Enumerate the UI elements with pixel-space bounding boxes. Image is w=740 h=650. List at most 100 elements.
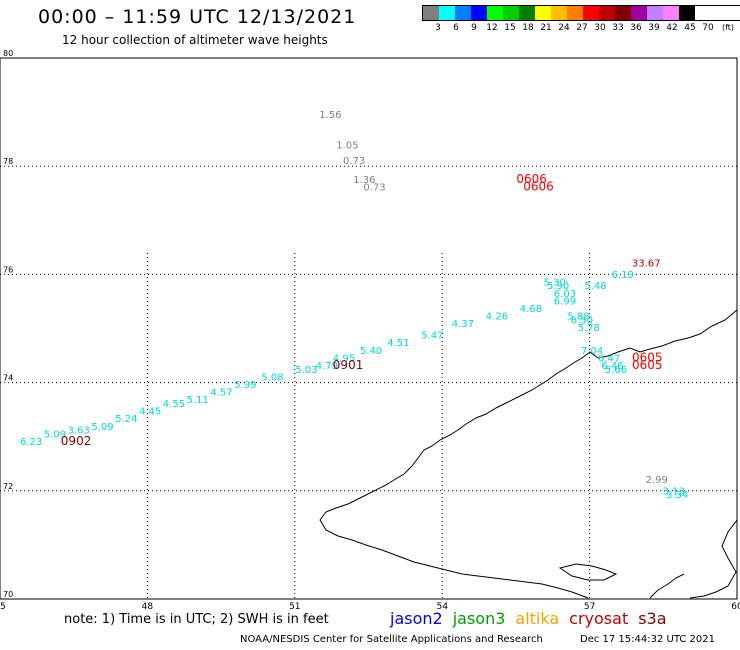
legend-swatch <box>471 6 487 20</box>
axis-tick-labels: 45 48 51 54 57 60 70 72 74 76 78 80 <box>0 49 740 612</box>
legend-label: 42 <box>666 23 678 33</box>
wave-height-label: 3.34 <box>666 490 688 501</box>
legend-label: 36 <box>630 23 642 33</box>
footer-note: note: 1) Time is in UTC; 2) SWH is in fe… <box>64 612 329 627</box>
map-frame <box>0 57 738 600</box>
legend-label: 45 <box>684 23 696 33</box>
legend-label: 33 <box>612 23 624 33</box>
legend-label: 3 <box>435 23 441 33</box>
legend-swatch <box>535 6 551 20</box>
legend-swatch <box>455 6 471 20</box>
legend-label: 6 <box>453 23 459 33</box>
legend-swatch <box>599 6 615 20</box>
wave-height-label: 4.57 <box>210 388 232 399</box>
wave-height-label: 6.19 <box>612 270 634 281</box>
y-tick-label: 74 <box>3 374 13 383</box>
legend-swatch <box>423 6 439 20</box>
page-title: 00:00 – 11:59 UTC 12/13/2021 <box>38 6 357 28</box>
credit-timestamp: Dec 17 15:44:32 UTC 2021 <box>580 634 715 645</box>
coastline-east-path <box>689 519 738 599</box>
wave-height-label: 6.03 <box>554 289 576 300</box>
page-subtitle: 12 hour collection of altimeter wave hei… <box>62 33 328 47</box>
wave-height-label: 6.46 <box>601 361 623 372</box>
satellite-label-altika: altika <box>515 609 560 628</box>
wave-height-label: 5.08 <box>261 372 283 383</box>
legend-swatch <box>663 6 679 20</box>
wave-height-label: 4.45 <box>139 407 161 418</box>
wave-height-label: 7.04 <box>581 346 603 357</box>
legend-label: 12 <box>486 23 498 33</box>
y-tick-label: 78 <box>3 157 13 166</box>
legend-label: 15 <box>504 23 516 33</box>
legend-label: 18 <box>522 23 534 33</box>
coastline-path <box>319 309 738 599</box>
wave-height-label: 4.79 <box>316 361 338 372</box>
legend-label: 27 <box>576 23 588 33</box>
wave-height-label: 5.47 <box>421 331 443 342</box>
wave-height-label: 5.09 <box>91 422 113 433</box>
wave-height-label: 5.24 <box>115 414 137 425</box>
legend-swatch <box>503 6 519 20</box>
wave-height-label: 1.56 <box>319 110 341 121</box>
legend-swatch <box>679 6 695 20</box>
wave-height-label: 4.95 <box>333 353 355 364</box>
wave-height-label: 1.05 <box>336 141 358 152</box>
wave-height-label: 5.78 <box>578 323 600 334</box>
satellite-label-cryosat: cryosat <box>569 609 629 628</box>
legend-label: 70 <box>702 23 714 33</box>
wave-height-label: 5.11 <box>187 395 209 406</box>
legend-label: 39 <box>648 23 660 33</box>
legend-swatch <box>647 6 663 20</box>
wave-height-label: 5.30 <box>544 277 566 288</box>
wave-height-label: 5.90 <box>547 281 569 292</box>
legend-swatch <box>519 6 535 20</box>
x-tick-label: 51 <box>289 602 300 612</box>
credit-text: NOAA/NESDIS Center for Satellite Applica… <box>240 634 543 645</box>
legend-label: 9 <box>471 23 477 33</box>
x-tick-label: 54 <box>436 602 448 612</box>
legend-labels: (ft) 3 6 9 12 15 18 21 24 27 30 33 36 39 42 45 70 <box>422 23 740 35</box>
legend-swatch <box>551 6 567 20</box>
observation-labels: 1.561.050.731.360.730606060633.676.195.4… <box>20 110 688 501</box>
pass-time-label: 0605 <box>632 350 663 364</box>
legend-swatch <box>631 6 647 20</box>
satellite-label-s3a: s3a <box>638 609 667 628</box>
wave-height-label: 6.23 <box>20 437 42 448</box>
wave-height-label: 2.99 <box>646 475 668 486</box>
wave-height-label: 4.55 <box>163 399 185 410</box>
legend-label: 21 <box>540 23 552 33</box>
pass-time-label: 0606 <box>516 172 547 186</box>
satellite-label-jason3: jason3 <box>452 609 506 628</box>
y-tick-label: 70 <box>3 590 13 599</box>
coastline <box>319 309 738 599</box>
wave-height-label: 4.37 <box>452 319 474 330</box>
legend-swatch <box>439 6 455 20</box>
wave-height-label: 4.68 <box>520 304 542 315</box>
wave-height-label: 5.48 <box>584 281 606 292</box>
wave-height-label: 6.99 <box>554 296 576 307</box>
x-tick-label: 60 <box>731 602 740 612</box>
wave-height-label: 6.50 <box>571 315 593 326</box>
legend-swatch <box>487 6 503 20</box>
wave-height-label: 33.67 <box>632 258 661 269</box>
y-tick-label: 80 <box>3 49 13 58</box>
legend-swatch <box>583 6 599 20</box>
satellite-legend: jason2 jason3 altika cryosat s3a <box>390 609 677 628</box>
pass-time-label: 0901 <box>333 358 364 372</box>
island-path <box>558 563 618 581</box>
wave-height-label: 4.26 <box>486 312 508 323</box>
wave-height-label: 5.99 <box>234 380 256 391</box>
legend-label: 24 <box>558 23 570 33</box>
wave-height-label: 0.73 <box>363 182 385 193</box>
legend-unit: (ft) <box>722 23 735 32</box>
wave-height-label: 5.88 <box>567 312 589 323</box>
legend-swatches <box>422 5 740 21</box>
x-tick-label: 57 <box>584 602 595 612</box>
wave-height-label: 5.66 <box>605 365 627 376</box>
map-grid <box>0 165 737 599</box>
wave-height-label: 5.03 <box>295 365 317 376</box>
pass-time-label: 0902 <box>61 434 92 448</box>
coastline-southeast-path <box>649 573 685 599</box>
y-tick-label: 76 <box>3 265 13 274</box>
